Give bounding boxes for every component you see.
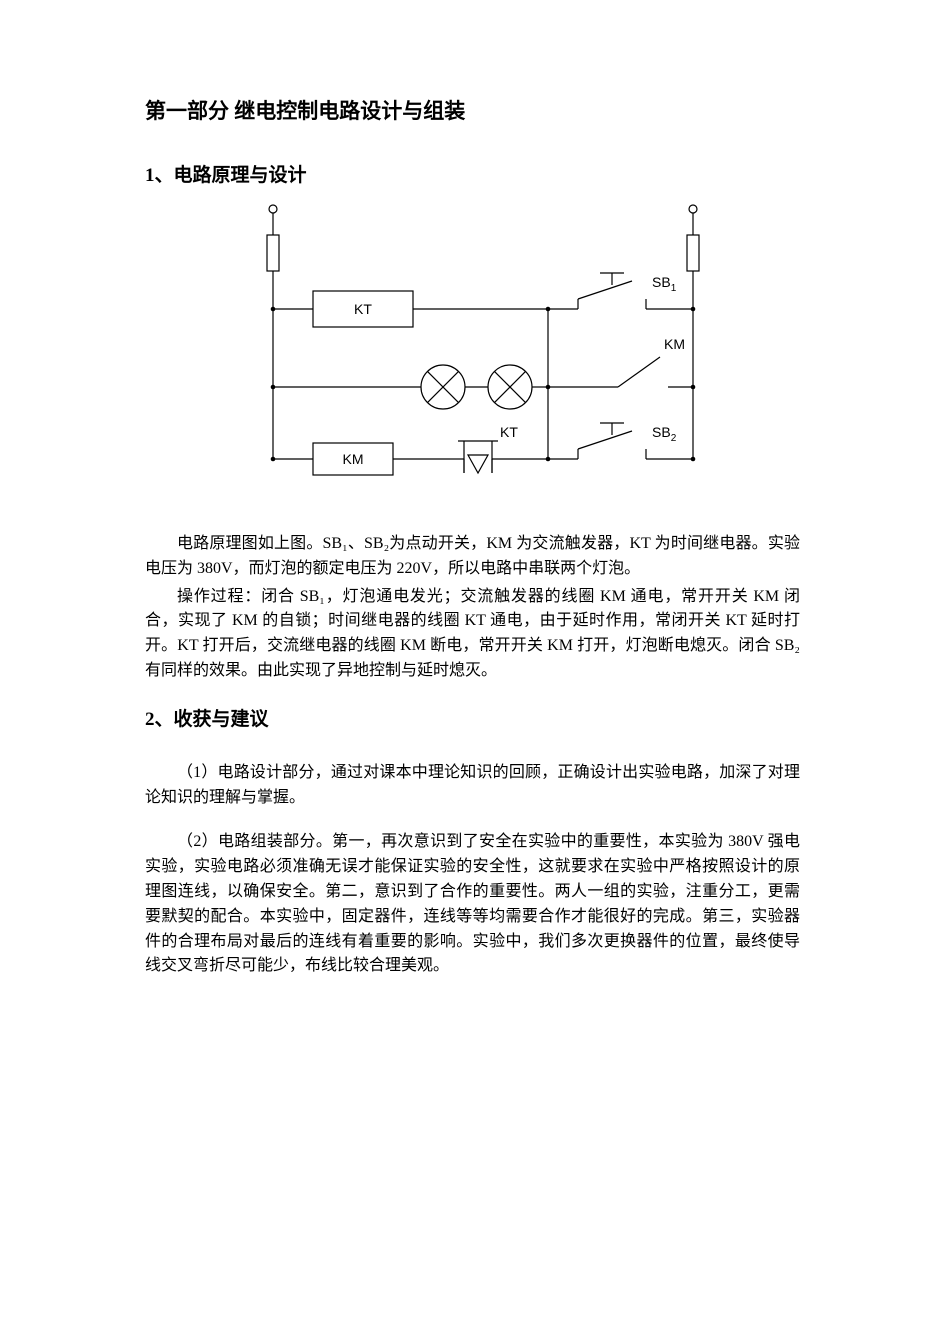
page-title: 第一部分 继电控制电路设计与组装 (145, 95, 800, 125)
s1-para-2: 操作过程：闭合 SB₁，灯泡通电发光；交流触发器的线圈 KM 通电，常开开关 K… (145, 585, 800, 684)
svg-text:KM: KM (342, 451, 363, 467)
svg-text:KM: KM (664, 336, 685, 352)
section-2-heading: 2、收获与建议 (145, 704, 800, 731)
s1-para-1: 电路原理图如上图。SB₁、SB₂为点动开关，KM 为交流触发器，KT 为时间继电… (145, 532, 800, 582)
svg-text:SB2: SB2 (652, 424, 677, 444)
svg-text:KT: KT (500, 424, 518, 440)
section-1-heading: 1、电路原理与设计 (145, 160, 800, 187)
circuit-diagram-wrap: KT SB1 KM KM KT SB2 (145, 197, 800, 507)
s2-para-2: （2）电路组装部分。第一，再次意识到了安全在实验中的重要性，本实验为 380V … (145, 830, 800, 979)
circuit-diagram: KT SB1 KM KM KT SB2 (218, 197, 728, 507)
svg-text:SB1: SB1 (652, 274, 677, 294)
svg-text:KT: KT (354, 301, 372, 317)
s2-para-1: （1）电路设计部分，通过对课本中理论知识的回顾，正确设计出实验电路，加深了对理论… (145, 761, 800, 811)
